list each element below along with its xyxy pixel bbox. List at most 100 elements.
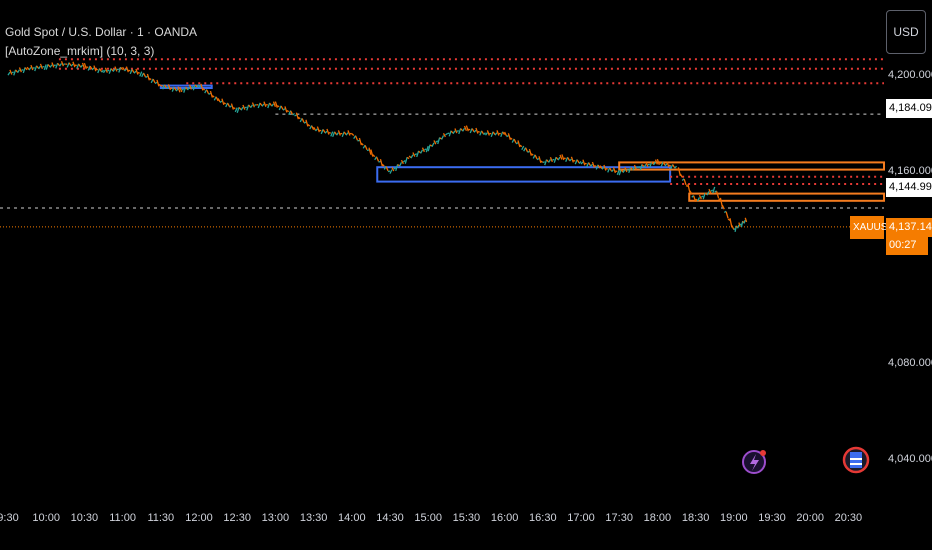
- price-candle: [51, 62, 55, 68]
- price-candle: [263, 101, 267, 107]
- price-candle: [666, 161, 670, 168]
- price-candle: [335, 132, 339, 136]
- price-candle: [546, 159, 550, 163]
- price-candle: [303, 121, 307, 124]
- price-candle: [530, 153, 534, 156]
- price-candle: [223, 102, 227, 105]
- x-tick-label: 12:00: [185, 512, 213, 524]
- price-candle: [110, 68, 114, 72]
- price-candle: [295, 112, 299, 120]
- currency-button[interactable]: USD: [886, 10, 926, 54]
- price-candle: [424, 148, 427, 151]
- price-candle: [689, 190, 693, 195]
- price-candle: [590, 163, 593, 167]
- price-candle: [549, 157, 553, 163]
- price-candle: [425, 145, 429, 153]
- demand-zone-box: [376, 166, 672, 183]
- x-tick-label: 13:30: [299, 512, 328, 524]
- price-candle: [616, 169, 620, 175]
- price-candle: [211, 95, 215, 98]
- price-candle: [404, 156, 408, 164]
- price-candle: [475, 127, 479, 134]
- price-candle: [624, 167, 628, 173]
- countdown-label: 00:27: [886, 236, 928, 255]
- price-candle: [221, 98, 225, 105]
- price-candle: [528, 148, 532, 156]
- price-candle: [59, 63, 63, 67]
- price-candle: [343, 131, 347, 135]
- symbol-title[interactable]: Gold Spot / U.S. Dollar · 1 · OANDA: [5, 25, 198, 39]
- price-candle: [282, 108, 286, 111]
- price-candle: [496, 130, 500, 136]
- price-candle: [513, 138, 517, 144]
- x-tick-label: 11:00: [109, 512, 136, 524]
- price-candle: [525, 147, 529, 153]
- price-candle: [330, 131, 334, 137]
- y-tick-label: 4,160.000: [888, 165, 932, 177]
- price-candle: [738, 222, 741, 227]
- price-candle: [311, 125, 315, 131]
- price-candle: [156, 79, 160, 87]
- price-candle: [570, 156, 574, 163]
- price-candle: [664, 163, 668, 167]
- price-candle: [250, 104, 254, 109]
- price-candle: [234, 107, 238, 113]
- price-candle: [578, 161, 582, 164]
- price-candle: [80, 64, 83, 68]
- price-candle: [215, 96, 219, 102]
- price-candle: [378, 160, 381, 163]
- price-candle: [698, 194, 702, 200]
- price-candle: [326, 128, 330, 135]
- price-candle: [714, 190, 717, 193]
- price-candle: [124, 68, 127, 72]
- price-candle: [569, 158, 572, 162]
- price-candle: [672, 164, 676, 169]
- x-tick-label: 20:30: [834, 512, 863, 524]
- price-candle: [357, 139, 360, 142]
- x-tick-label: 19:00: [720, 512, 748, 524]
- price-candle: [402, 159, 406, 163]
- x-tick-label: 14:00: [338, 512, 366, 524]
- flag-stripe-icon: [850, 458, 862, 460]
- price-candle: [506, 134, 509, 138]
- price-candle: [454, 128, 458, 134]
- price-candle: [721, 204, 725, 210]
- price-candle: [400, 159, 404, 165]
- price-candle: [60, 61, 64, 67]
- price-candle: [36, 65, 40, 69]
- price-candle: [135, 68, 139, 75]
- price-candle: [389, 169, 393, 174]
- price-candle: [15, 69, 19, 73]
- price-candle: [271, 103, 275, 107]
- price-candle: [38, 65, 42, 70]
- price-candle: [696, 197, 700, 202]
- price-candle: [43, 64, 47, 71]
- price-candle: [83, 62, 87, 70]
- price-candle: [104, 67, 108, 73]
- price-candle: [91, 67, 95, 71]
- price-candle: [385, 166, 389, 172]
- price-candle: [691, 195, 695, 198]
- price-candle: [148, 77, 152, 81]
- price-candle: [444, 133, 448, 136]
- price-candle: [731, 225, 735, 230]
- price-candle: [219, 100, 223, 104]
- price-candle: [313, 126, 317, 131]
- price-candle: [248, 104, 252, 108]
- event-dot-icon: [760, 450, 766, 456]
- price-candle: [588, 162, 592, 167]
- price-candle: [507, 133, 511, 141]
- indicator-legend[interactable]: [AutoZone_mrkim] (10, 3, 3): [5, 44, 155, 58]
- x-tick-label: 10:00: [32, 512, 60, 524]
- price-candle: [114, 66, 118, 72]
- price-candle: [504, 131, 508, 137]
- price-candle: [601, 166, 605, 170]
- price-candle: [484, 132, 488, 136]
- price-candle: [683, 178, 687, 186]
- price-candle: [122, 66, 126, 71]
- price-candle: [559, 154, 563, 160]
- price-candle: [452, 130, 456, 135]
- price-candle: [387, 170, 391, 173]
- price-candle: [242, 104, 246, 110]
